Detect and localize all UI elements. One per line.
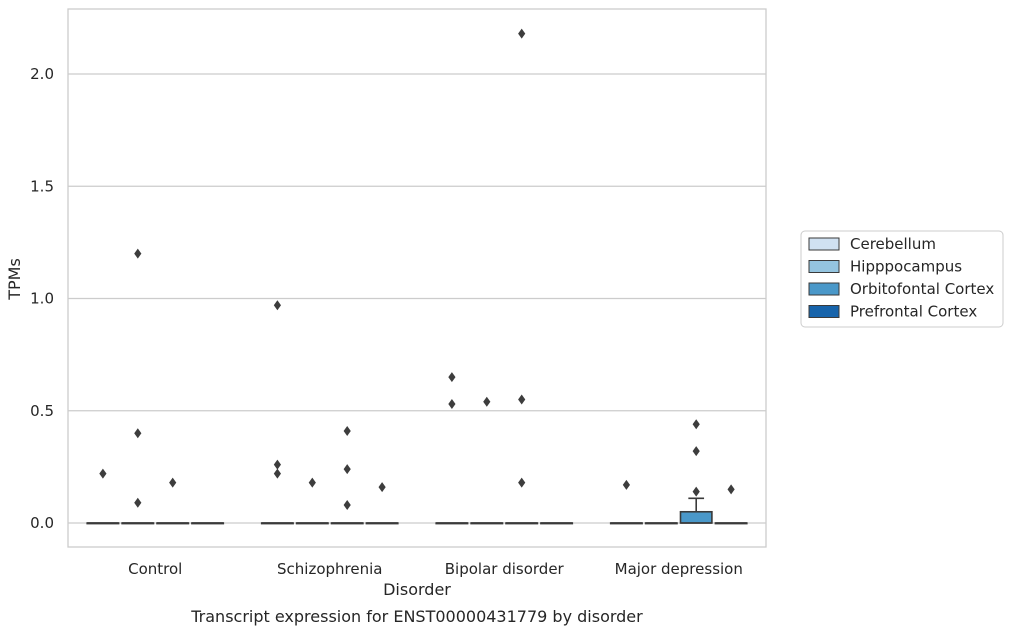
y-axis-label: TPMs xyxy=(5,258,24,301)
outlier-point xyxy=(273,468,281,479)
outlier-point xyxy=(343,464,351,475)
outlier-point xyxy=(273,300,281,311)
outlier-point xyxy=(692,486,700,497)
legend: Cerebellum Hipppocampus Orbitofontal Corte… xyxy=(800,230,1004,328)
legend-label: Hipppocampus xyxy=(850,258,962,276)
legend-swatch xyxy=(808,282,840,296)
box-body xyxy=(679,510,713,524)
outlier-point xyxy=(169,477,177,488)
outlier-point xyxy=(692,419,700,430)
x-tick-label: Control xyxy=(128,560,182,578)
outlier-point xyxy=(518,394,526,405)
legend-swatch xyxy=(808,237,840,251)
legend-label: Cerebellum xyxy=(850,235,936,253)
plot-frame xyxy=(67,8,767,548)
x-tick-label: Schizophrenia xyxy=(277,560,382,578)
outlier-point xyxy=(727,484,735,495)
plot-area: 0.0 0.5 1.0 1.5 2.0 Control Schizophrenia Bipol… xyxy=(30,8,767,578)
legend-swatch xyxy=(808,305,840,318)
legend-frame xyxy=(800,230,1004,328)
outlier-point xyxy=(518,477,526,488)
legend-swatch xyxy=(808,260,840,273)
x-tick-label: Bipolar disorder xyxy=(445,560,565,578)
y-tick-label: 1.0 xyxy=(30,290,54,308)
outlier-point xyxy=(273,459,281,470)
outlier-point xyxy=(134,428,142,439)
y-tick-label: 1.5 xyxy=(30,177,54,195)
outlier-point xyxy=(343,500,351,511)
outlier-point xyxy=(483,396,491,407)
y-tick-label: 0.0 xyxy=(30,514,54,532)
y-tick-label: 0.5 xyxy=(30,402,54,420)
legend-label: Prefrontal Cortex xyxy=(850,303,977,321)
outlier-point xyxy=(692,446,700,457)
outlier-point xyxy=(134,248,142,259)
outlier-point xyxy=(622,479,630,490)
outlier-point xyxy=(99,468,107,479)
x-axis-label: Disorder xyxy=(383,580,451,599)
outlier-point xyxy=(134,497,142,508)
chart-caption: Transcript expression for ENST0000043177… xyxy=(190,607,643,626)
outlier-point xyxy=(308,477,316,488)
y-tick-label: 2.0 xyxy=(30,65,54,83)
outlier-point xyxy=(378,482,386,493)
outlier-point xyxy=(343,425,351,436)
outlier-point xyxy=(518,28,526,39)
legend-label: Orbitofontal Cortex xyxy=(850,280,994,298)
x-tick-label: Major depression xyxy=(615,560,743,578)
outlier-point xyxy=(448,399,456,410)
outlier-point xyxy=(448,372,456,383)
